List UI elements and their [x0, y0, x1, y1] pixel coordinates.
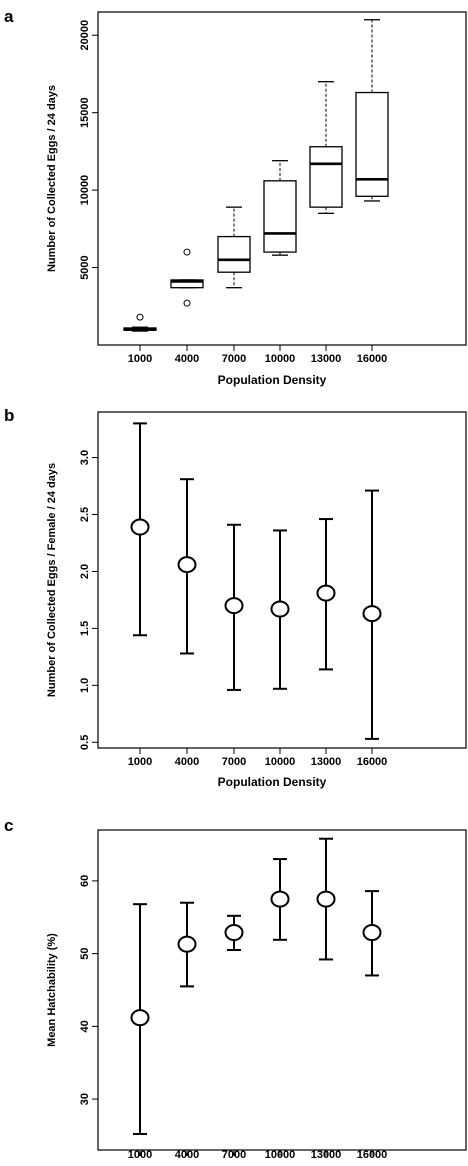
panel-b-mean-point-4000	[177, 556, 197, 574]
panel-c-x-tick-label: 1000	[128, 1149, 152, 1161]
panel-c-mean-point-13000	[316, 890, 336, 908]
panel-c-x-tick-label: 16000	[357, 1149, 388, 1161]
panel-c-y-tick-label: 40	[79, 1020, 91, 1032]
panel-b-x-tick-label: 16000	[357, 756, 388, 768]
panel-c-x-tick-label: 7000	[222, 1149, 246, 1161]
panel-b-y-tick-label: 2.0	[79, 564, 91, 579]
panel-c-x-tick-label: 10000	[265, 1149, 296, 1161]
panel-a-y-tick-label: 10000	[79, 175, 91, 206]
panel-c-y-axis-title: Mean Hatchability (%)	[46, 933, 58, 1047]
panel-a-letter: a	[4, 7, 14, 26]
panel-c-mean-point-16000	[362, 924, 382, 942]
panel-b-letter: b	[4, 406, 14, 425]
panel-b-mean-point-7000	[224, 597, 244, 615]
panel-a-box-10000	[263, 180, 297, 253]
panel-a-box-7000	[217, 235, 251, 273]
panel-a-x-axis-title: Population Density	[218, 373, 327, 387]
panel-c-y-tick-label: 50	[79, 948, 91, 960]
panel-a-plot-frame	[97, 11, 467, 346]
panel-b-y-tick-label: 1.0	[79, 678, 91, 693]
panel-c-letter: c	[4, 816, 13, 835]
panel-a-box-4000	[170, 279, 204, 289]
panel-a-x-tick-label: 7000	[222, 353, 246, 365]
panel-b-y-tick-label: 2.5	[79, 507, 91, 522]
panel-a-outlier-point	[136, 313, 144, 321]
panel-c-errorbar-plot: c 30405060100040007000100001300016000Pop…	[4, 816, 467, 1161]
panel-c-y-tick-label: 60	[79, 875, 91, 887]
panel-a-box-13000	[309, 146, 343, 208]
panel-c-y-tick-label: 30	[79, 1093, 91, 1105]
panel-b-mean-point-1000	[130, 518, 150, 536]
panel-a-box-plot: a 5000 10000 15000 20000 1000 4000 7000 10000 13…	[4, 7, 467, 387]
panel-a-y-tick-label: 15000	[79, 97, 91, 128]
panel-b-mean-point-13000	[316, 584, 336, 602]
panel-b-x-tick-label: 13000	[311, 756, 342, 768]
panel-a-outlier-point	[183, 248, 191, 256]
panel-b-errorbar-plot: b 0.5 1.0 1.5 2.0 2.5 3.0 1000 4000 7000 10000 130…	[4, 406, 467, 789]
panel-a-x-tick-label: 13000	[311, 353, 342, 365]
panel-b-plot-frame	[97, 411, 467, 749]
panel-a-x-tick-label: 16000	[357, 353, 388, 365]
panel-b-y-axis-title: Number of Collected Eggs / Female / 24 d…	[46, 463, 58, 697]
panel-a-x-tick-label: 4000	[175, 353, 199, 365]
panel-a-y-tick-label: 20000	[79, 20, 91, 51]
panel-c-mean-point-10000	[270, 890, 290, 908]
panel-c-mean-point-7000	[224, 924, 244, 942]
panel-b-x-tick-label: 1000	[128, 756, 152, 768]
panel-a-x-tick-label: 10000	[265, 353, 296, 365]
panel-c-mean-point-4000	[177, 935, 197, 953]
panel-a-y-tick-label: 5000	[79, 255, 91, 279]
panel-c-mean-point-1000	[130, 1009, 150, 1027]
panel-b-x-tick-label: 7000	[222, 756, 246, 768]
panel-c-x-tick-label: 4000	[175, 1149, 199, 1161]
panel-b-mean-point-16000	[362, 605, 382, 623]
panel-b-y-tick-label: 3.0	[79, 450, 91, 465]
panel-b-x-tick-label: 4000	[175, 756, 199, 768]
panel-a-x-tick-label: 1000	[128, 353, 152, 365]
panel-a-outlier-point	[183, 299, 191, 307]
panel-a-box-16000	[355, 91, 389, 197]
panel-b-x-axis-title: Population Density	[218, 775, 327, 789]
panel-b-mean-point-10000	[270, 600, 290, 618]
panel-a-y-axis-title: Number of Collected Eggs / 24 days	[46, 85, 58, 272]
panel-b-x-tick-label: 10000	[265, 756, 296, 768]
panel-c-x-tick-label: 13000	[311, 1149, 342, 1161]
panel-b-y-tick-label: 0.5	[79, 735, 91, 750]
panel-b-y-tick-label: 1.5	[79, 621, 91, 636]
panel-c-plot-frame	[97, 829, 467, 1151]
